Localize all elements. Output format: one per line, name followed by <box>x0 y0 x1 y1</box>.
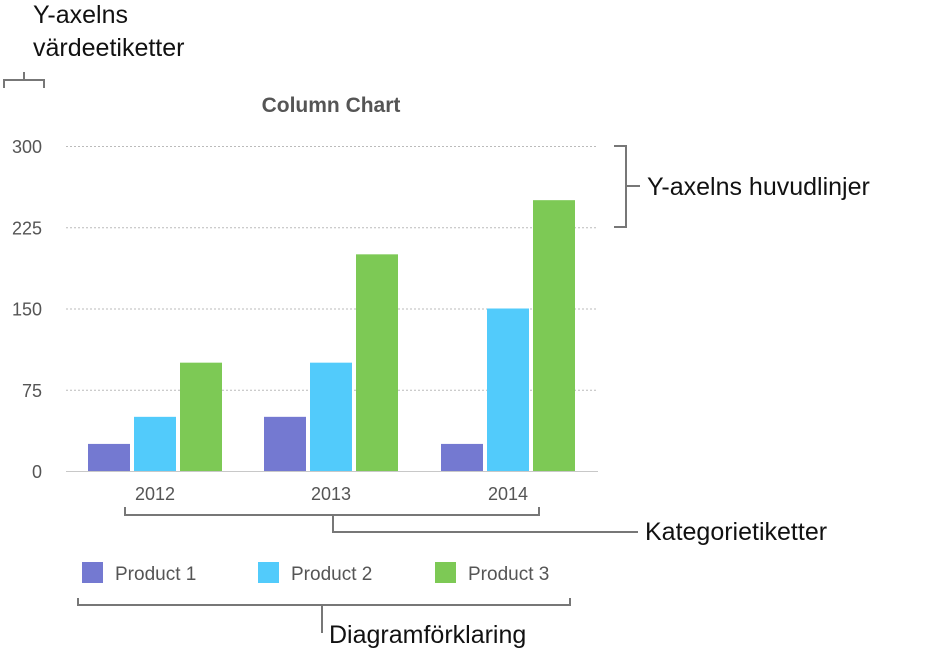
legend-swatch <box>258 562 279 583</box>
bar-2012-series-3 <box>180 362 222 471</box>
y-tick-label: 0 <box>32 462 42 482</box>
legend: Product 1 Product 2 Product 3 <box>82 562 549 585</box>
y-tick-label: 300 <box>12 137 42 157</box>
chart-title: Column Chart <box>262 94 401 117</box>
category-label: 2014 <box>488 484 528 504</box>
legend-swatch <box>435 562 456 583</box>
annotation-category-bracket <box>124 507 638 533</box>
annotation-category-label: Kategorietiketter <box>645 518 827 546</box>
y-tick-label: 150 <box>12 300 42 320</box>
bar-2013-series-2 <box>310 362 352 471</box>
y-axis-tick-labels: 0 75 150 225 300 <box>12 137 42 482</box>
y-tick-label: 75 <box>22 381 42 401</box>
legend-label: Product 3 <box>468 564 549 585</box>
bars <box>88 200 575 471</box>
annotation-y-value-labels-line2: värdeetiketter <box>33 34 184 62</box>
y-tick-label: 225 <box>12 218 42 238</box>
bar-2014-series-3 <box>533 200 575 471</box>
legend-label: Product 1 <box>115 564 196 585</box>
annotation-gridlines-bracket <box>614 145 640 228</box>
category-label: 2012 <box>135 484 175 504</box>
bar-2014-series-1 <box>441 443 483 471</box>
category-labels: 2012 2013 2014 <box>135 484 528 504</box>
annotation-legend-bracket <box>77 598 571 633</box>
bar-2012-series-2 <box>134 416 176 471</box>
bar-2013-series-3 <box>356 254 398 471</box>
annotation-y-value-labels-bracket <box>3 72 45 88</box>
bar-2014-series-2 <box>487 308 529 471</box>
annotation-gridlines-label: Y-axelns huvudlinjer <box>647 173 870 201</box>
bar-2012-series-1 <box>88 443 130 471</box>
bar-2013-series-1 <box>264 416 306 471</box>
category-label: 2013 <box>311 484 351 504</box>
annotation-legend-label: Diagramförklaring <box>329 621 526 649</box>
legend-swatch <box>82 562 103 583</box>
annotation-y-value-labels-line1: Y-axelns <box>33 1 128 29</box>
legend-label: Product 2 <box>291 564 372 585</box>
